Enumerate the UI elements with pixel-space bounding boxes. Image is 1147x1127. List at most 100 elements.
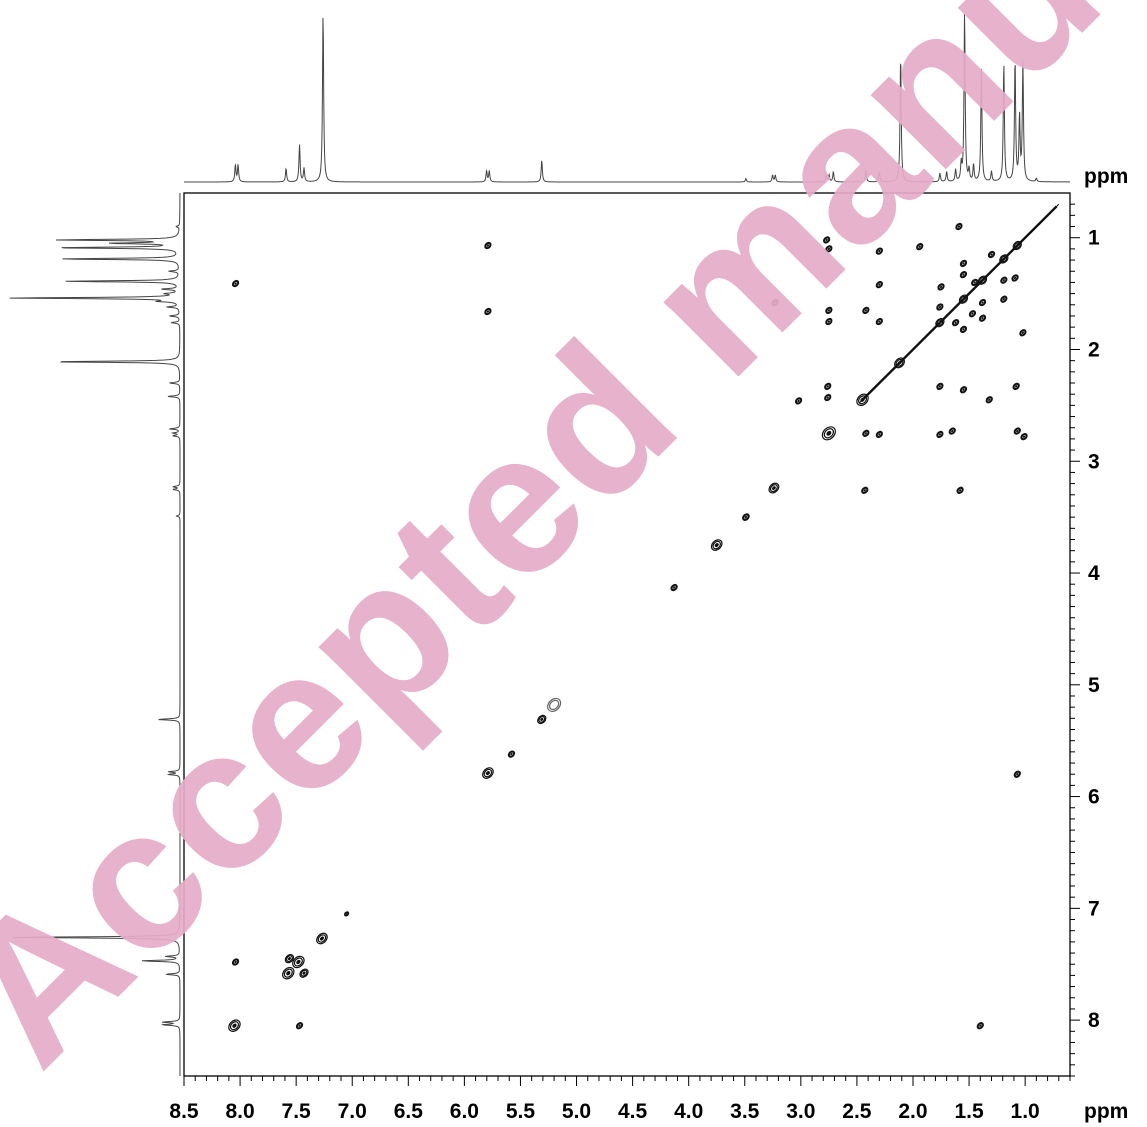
contour-level-2: [937, 431, 943, 438]
diagonal-peak: [768, 482, 780, 494]
plot-frame: [183, 192, 1071, 1077]
cross-peak: [916, 243, 924, 251]
contour-level-2: [960, 271, 967, 278]
diagonal-peak: [482, 767, 494, 779]
contour-level-1: [825, 306, 833, 314]
diagonal-peak: [856, 393, 869, 407]
contour-level-1: [299, 968, 309, 978]
contour-level-1: [821, 426, 836, 441]
cross-peak: [936, 382, 944, 391]
contour-level-1: [937, 283, 945, 291]
contour-level-1: [822, 236, 831, 244]
contour-level-1: [968, 310, 977, 318]
x-tick-label: 6.0: [450, 1100, 479, 1123]
contour-level-3: [825, 238, 828, 242]
contour-level-1: [987, 250, 996, 259]
x-tick-label: 8.0: [225, 1100, 254, 1123]
contour-level-1: [959, 259, 968, 268]
contour-level-2: [300, 969, 308, 977]
diagonal-peak: [894, 357, 905, 369]
contour-level-1: [824, 393, 832, 402]
x-tick-label: 5.5: [506, 1100, 536, 1123]
contour-level-3: [938, 321, 942, 325]
contour-level-1: [978, 298, 987, 307]
contour-level-1: [971, 278, 979, 287]
cross-peak: [875, 281, 883, 289]
contour-level-2: [956, 223, 962, 230]
contour-level-2: [344, 911, 349, 916]
y-tick-label: 5: [1088, 674, 1100, 697]
contour-level-3: [287, 957, 291, 961]
contour-level-2: [1001, 277, 1007, 283]
contour-level-3: [1002, 279, 1005, 282]
contour-level-2: [876, 248, 883, 254]
diagonal-peak: [228, 1019, 241, 1032]
contour-level-1: [547, 697, 562, 712]
contour-level-3: [486, 244, 490, 247]
contour-level-1: [956, 486, 964, 494]
top-1d-projection-spectrum: [184, 13, 1070, 183]
contour-level-3: [827, 320, 831, 323]
contour-level-1: [875, 430, 883, 439]
left-projection-trace: [9, 193, 181, 1076]
contour-level-1: [959, 325, 968, 333]
contour-level-1: [861, 486, 869, 494]
contour-level-3: [826, 396, 829, 399]
contour-level-2: [960, 295, 967, 303]
contour-level-2: [232, 959, 239, 965]
contour-peaks: [228, 203, 1060, 1032]
contour-level-2: [743, 514, 749, 521]
cross-peak: [875, 317, 883, 326]
x-tick-label: 4.5: [618, 1100, 648, 1123]
contour-level-3: [973, 281, 976, 284]
cross-peak: [231, 958, 240, 966]
contour-level-2: [293, 957, 303, 967]
contour-level-2: [938, 284, 944, 290]
contour-level-2: [936, 319, 944, 327]
contour-level-3: [951, 429, 954, 433]
contour-level-3: [878, 249, 881, 253]
contour-level-2: [960, 386, 967, 393]
x-axis: 8.5 8.0 7.5 7.0 6.5 6.0 5.5 5.0 4.5 4.0 3.5 3.0 2.5 2…: [169, 1076, 1071, 1123]
contour-level-3: [1015, 243, 1019, 248]
contour-level-1: [1000, 295, 1008, 303]
cross-peak: [825, 245, 833, 253]
contour-level-3: [962, 273, 965, 276]
contour-level-3: [918, 245, 921, 248]
diagonal-peak: [537, 714, 547, 725]
contour-level-1: [484, 241, 492, 250]
contour-level-3: [958, 489, 962, 492]
contour-level-2: [1013, 383, 1019, 390]
contour-level-1: [537, 714, 547, 725]
cross-peak: [971, 278, 979, 287]
contour-level-1: [875, 247, 883, 255]
cross-peak: [825, 306, 833, 314]
x-tick-label: 7.5: [282, 1100, 312, 1123]
contour-level-1: [282, 966, 295, 980]
cross-peak: [771, 298, 779, 307]
diagonal-peak: [299, 968, 309, 978]
contour-level-2: [826, 246, 832, 252]
contour-level-3: [1016, 773, 1019, 776]
contour-level-3: [485, 771, 490, 776]
y-tick-label: 7: [1088, 897, 1100, 920]
contour-level-2: [971, 279, 978, 286]
cross-peak: [1020, 433, 1028, 441]
left-1d-projection-spectrum: [9, 193, 181, 1076]
x-unit-label: ppm: [1084, 1100, 1128, 1123]
cross-peak: [861, 486, 869, 494]
cross-peak: [670, 583, 678, 592]
x-tick-label: 1.0: [1011, 1100, 1040, 1123]
contour-level-2: [937, 383, 943, 390]
contour-level-1: [1013, 427, 1021, 435]
cross-peak: [824, 393, 832, 402]
contour-level-1: [507, 750, 516, 758]
contour-level-2: [952, 319, 959, 326]
contour-level-1: [955, 222, 963, 231]
contour-level-1: [978, 314, 987, 322]
contour-level-1: [1012, 382, 1020, 391]
contour-level-3: [962, 328, 965, 331]
diagonal-peak: [999, 254, 1009, 264]
contour-level-3: [540, 717, 544, 721]
contour-level-3: [286, 971, 291, 976]
